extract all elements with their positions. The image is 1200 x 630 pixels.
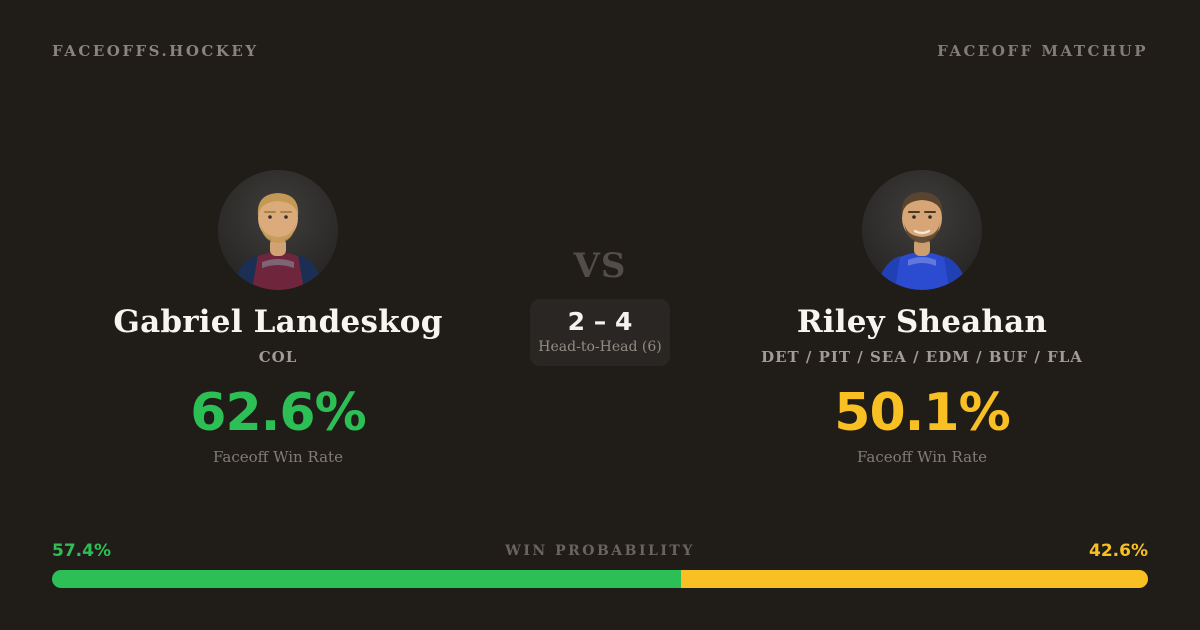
player-photo-left [218, 170, 338, 290]
head-to-head-score: 2 – 4 [567, 307, 633, 336]
page-title: FACEOFF MATCHUP [937, 42, 1148, 60]
win-probability-title: WIN PROBABILITY [505, 543, 695, 559]
player-headshot-illustration [218, 170, 338, 290]
win-rate-value: 62.6% [190, 383, 366, 444]
player-headshot-illustration [862, 170, 982, 290]
player-teams: DET / PIT / SEA / EDM / BUF / FLA [761, 348, 1083, 367]
player-name: Gabriel Landeskog [113, 304, 443, 340]
probability-segment-right [681, 570, 1148, 588]
player-teams: COL [258, 348, 298, 367]
win-rate-value: 50.1% [834, 383, 1010, 444]
player-card-right: Riley Sheahan DET / PIT / SEA / EDM / BU… [696, 170, 1148, 466]
win-probability-bar [52, 570, 1148, 588]
player-card-left: Gabriel Landeskog COL 62.6% Faceoff Win … [52, 170, 504, 466]
player-name: Riley Sheahan [796, 304, 1048, 340]
matchup-center: VS 2 – 4 Head-to-Head (6) [500, 246, 700, 366]
probability-segment-left [52, 570, 682, 588]
win-rate-label: Faceoff Win Rate [857, 448, 987, 467]
win-rate-label: Faceoff Win Rate [213, 448, 343, 467]
head-to-head-box: 2 – 4 Head-to-Head (6) [530, 299, 670, 366]
header: FACEOFFS.HOCKEY FACEOFF MATCHUP [52, 42, 1148, 60]
player-photo-right [862, 170, 982, 290]
vs-label: VS [573, 246, 627, 286]
site-brand: FACEOFFS.HOCKEY [52, 42, 259, 60]
win-probability-labels: 57.4% WIN PROBABILITY 42.6% [52, 541, 1148, 561]
head-to-head-label: Head-to-Head (6) [538, 338, 662, 355]
probability-left-label: 57.4% [52, 541, 111, 561]
probability-right-label: 42.6% [1089, 541, 1148, 561]
